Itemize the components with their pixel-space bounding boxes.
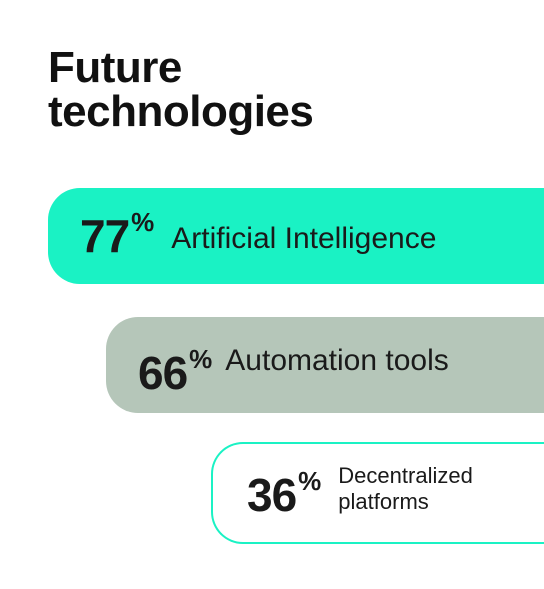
bar-value: 36% — [247, 468, 321, 521]
bar-value: 66% — [138, 346, 212, 399]
bar-artificial-intelligence: 77% Artificial Intelligence — [48, 188, 544, 284]
chart-title-line-1: Future — [48, 43, 182, 92]
chart-title-line-2: technologies — [48, 87, 314, 136]
bar-label: Decentralized platforms — [338, 463, 473, 514]
percent-sign: % — [298, 466, 321, 496]
percent-sign: % — [189, 344, 212, 374]
bar-label: Automation tools — [225, 344, 449, 377]
bar-automation-tools: 66% Automation tools — [106, 317, 544, 413]
bar-decentralized-platforms: 36% Decentralized platforms — [211, 442, 544, 544]
bar-value-number: 66 — [138, 347, 188, 399]
percent-sign: % — [131, 207, 154, 237]
bar-label: Artificial Intelligence — [171, 222, 437, 255]
bar-value: 77% — [80, 209, 154, 262]
bar-value-number: 36 — [247, 469, 297, 521]
bar-value-number: 77 — [80, 210, 130, 262]
chart-title: Future technologies — [48, 43, 314, 136]
